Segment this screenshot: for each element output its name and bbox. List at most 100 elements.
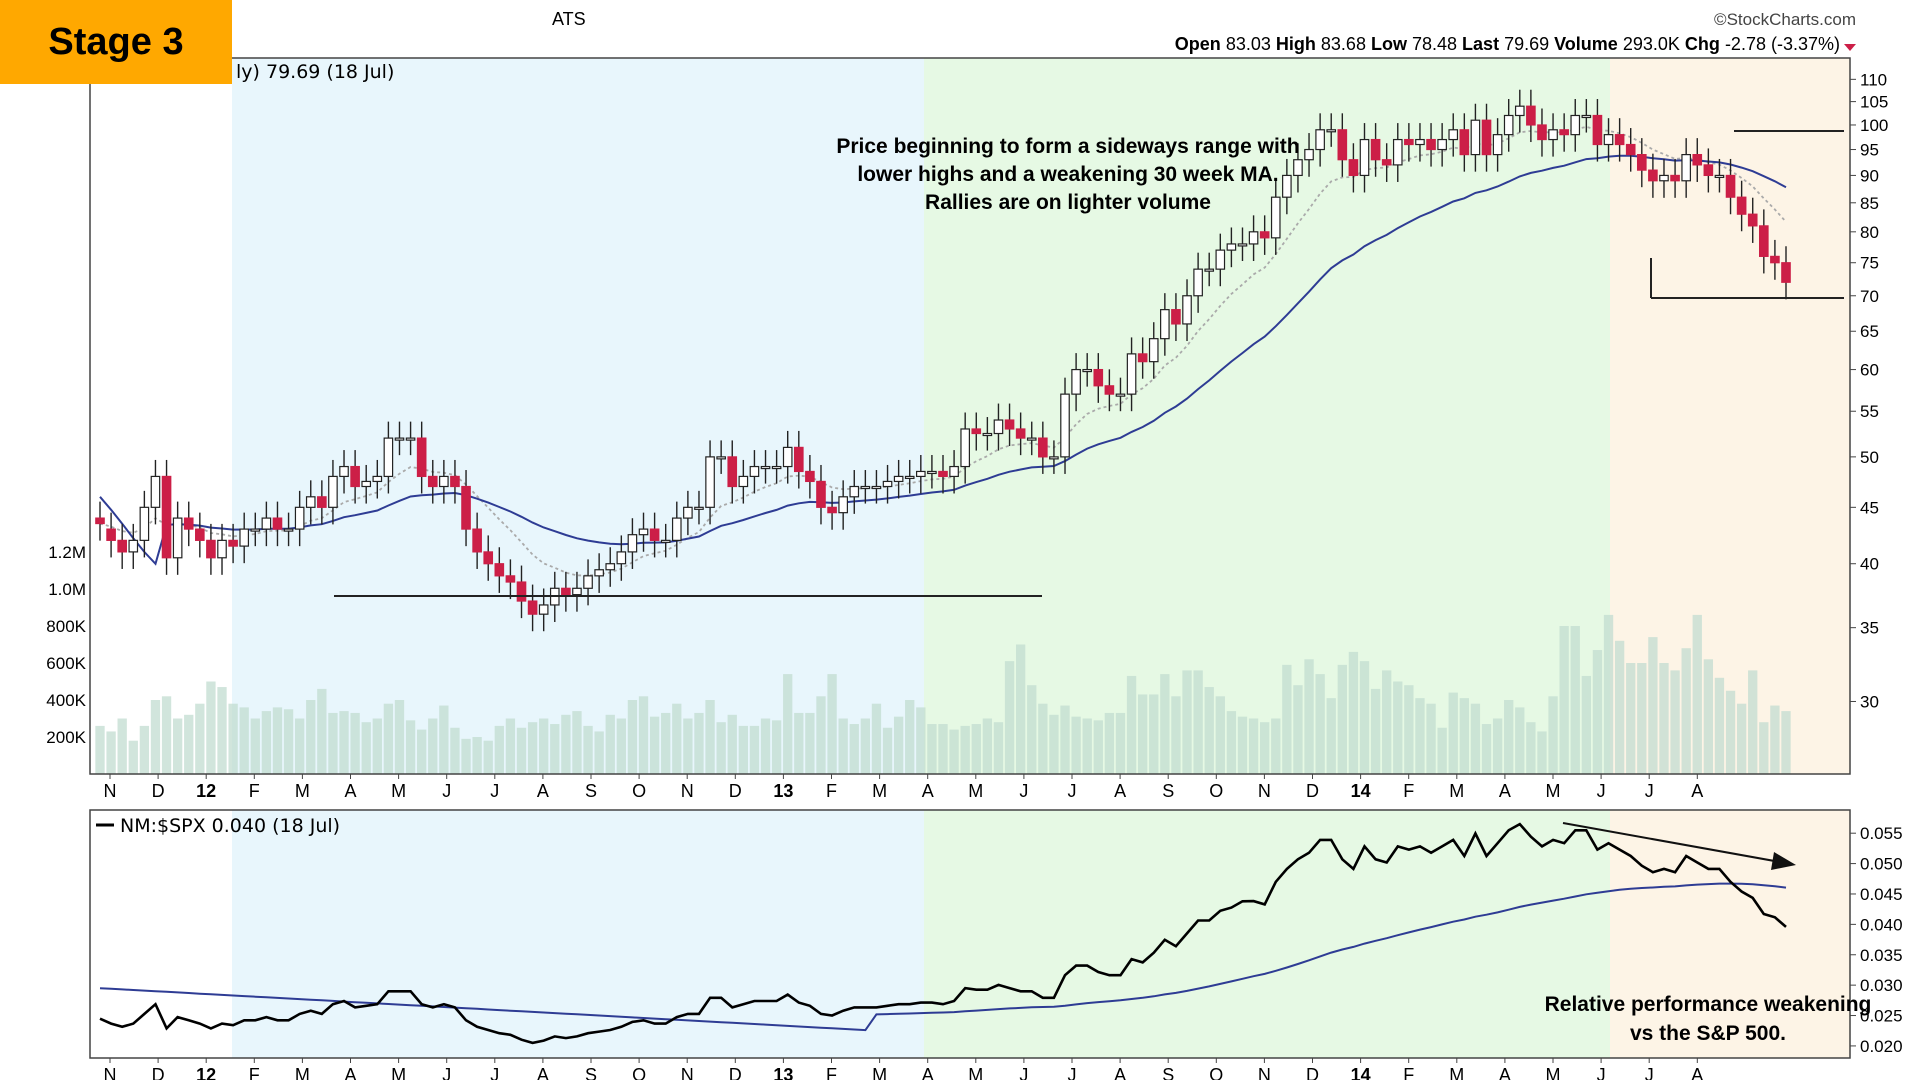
volume-bar	[1559, 626, 1569, 774]
volume-tick-label: 1.0M	[48, 580, 86, 599]
volume-bar	[849, 724, 859, 774]
candle	[228, 523, 238, 564]
volume-bar	[727, 714, 737, 774]
volume-bar	[683, 718, 693, 774]
volume-bar	[1237, 716, 1248, 774]
annotation-rs-line2: vs the S&P 500.	[1630, 1022, 1786, 1045]
price-tick-label: 30	[1860, 692, 1879, 711]
watermark: ©StockCharts.com	[1714, 10, 1856, 29]
price-tick-label: 90	[1860, 166, 1879, 185]
candle	[683, 490, 693, 536]
volume-bar	[1770, 705, 1780, 774]
volume-bar	[350, 712, 360, 774]
candle	[627, 518, 638, 569]
candle	[849, 470, 860, 514]
candle	[760, 450, 771, 484]
volume-bar	[428, 718, 438, 774]
candle	[1459, 113, 1470, 172]
volume-bar	[1260, 722, 1270, 774]
volume-bar	[716, 722, 726, 774]
volume-bar	[627, 700, 638, 774]
price-tick-label: 80	[1860, 223, 1879, 242]
stage-badge: Stage 3	[0, 0, 232, 84]
volume-bar	[527, 722, 538, 774]
annotation-rs-line1: Relative performance weakening	[1545, 993, 1872, 1016]
candle	[505, 559, 516, 600]
volume-bar	[128, 740, 138, 774]
volume-bar	[1038, 703, 1048, 774]
volume-bar	[1015, 644, 1026, 774]
candle	[1448, 113, 1459, 157]
volume-bar	[1437, 727, 1447, 774]
month-label: J	[1068, 1065, 1077, 1080]
volume-bar	[1082, 718, 1092, 774]
candle	[938, 454, 948, 494]
month-label: J	[442, 781, 451, 801]
candle	[1415, 123, 1425, 162]
volume-bar	[1293, 685, 1303, 774]
volume-bar	[1681, 648, 1691, 774]
month-label: 12	[196, 781, 216, 801]
volume-bar	[1603, 614, 1614, 774]
volume-bar	[328, 712, 338, 774]
price-tick-label: 105	[1860, 93, 1888, 112]
candle	[1071, 353, 1081, 412]
price-tick-label: 50	[1860, 448, 1879, 467]
volume-bar	[1160, 674, 1170, 774]
volume-bar	[1592, 650, 1603, 774]
volume-bar	[1626, 663, 1636, 774]
volume-axis: 200K 400K 600K 800K 1.0M 1.2M	[46, 543, 86, 747]
candle	[150, 459, 161, 525]
stage3-rs-background	[1610, 810, 1850, 1058]
volume-bar	[916, 707, 926, 774]
rs-tick-label: 0.035	[1860, 946, 1903, 965]
candle	[1126, 337, 1137, 412]
volume-bar	[1204, 687, 1214, 774]
candle	[339, 450, 349, 494]
candle	[927, 454, 937, 489]
candle	[561, 571, 571, 612]
month-label: N	[681, 1065, 694, 1080]
volume-bar	[1060, 705, 1070, 774]
candle	[183, 501, 194, 547]
candle	[217, 523, 227, 575]
volume-bar	[860, 718, 871, 774]
candle	[893, 459, 904, 499]
month-label: M	[968, 781, 983, 801]
month-label: S	[585, 781, 597, 801]
price-tick-label: 60	[1860, 361, 1879, 380]
candle	[361, 464, 372, 504]
candle	[1759, 209, 1769, 274]
candle	[261, 501, 272, 547]
volume-bar	[882, 727, 893, 774]
candle	[195, 512, 205, 558]
candle	[250, 512, 261, 547]
price-tick-label: 85	[1860, 194, 1879, 213]
volume-bar	[228, 703, 238, 774]
range-box	[1650, 130, 1844, 299]
rs-tick-label: 0.020	[1860, 1037, 1903, 1056]
candle	[294, 490, 305, 547]
rs-tick-label: 0.050	[1860, 855, 1903, 874]
candle	[1115, 377, 1126, 412]
month-label: N	[1258, 781, 1271, 801]
price-tick-label: 35	[1860, 619, 1879, 638]
volume-bar	[1326, 698, 1336, 774]
volume-bar	[294, 718, 305, 774]
volume-bar	[738, 725, 749, 774]
candle	[283, 512, 294, 547]
volume-bar	[1570, 626, 1580, 774]
candle	[882, 464, 893, 504]
volume-bar	[794, 712, 804, 774]
volume-bar	[95, 725, 105, 774]
month-label: M	[391, 1065, 406, 1080]
volume-bar	[1781, 711, 1791, 774]
candle	[1160, 293, 1170, 356]
candles	[95, 89, 1791, 632]
volume-bar	[1548, 696, 1558, 774]
candle	[1304, 133, 1314, 177]
candle	[516, 565, 527, 619]
volume-bar	[250, 718, 260, 774]
month-label: J	[442, 1065, 451, 1080]
volume-bar	[905, 700, 915, 774]
